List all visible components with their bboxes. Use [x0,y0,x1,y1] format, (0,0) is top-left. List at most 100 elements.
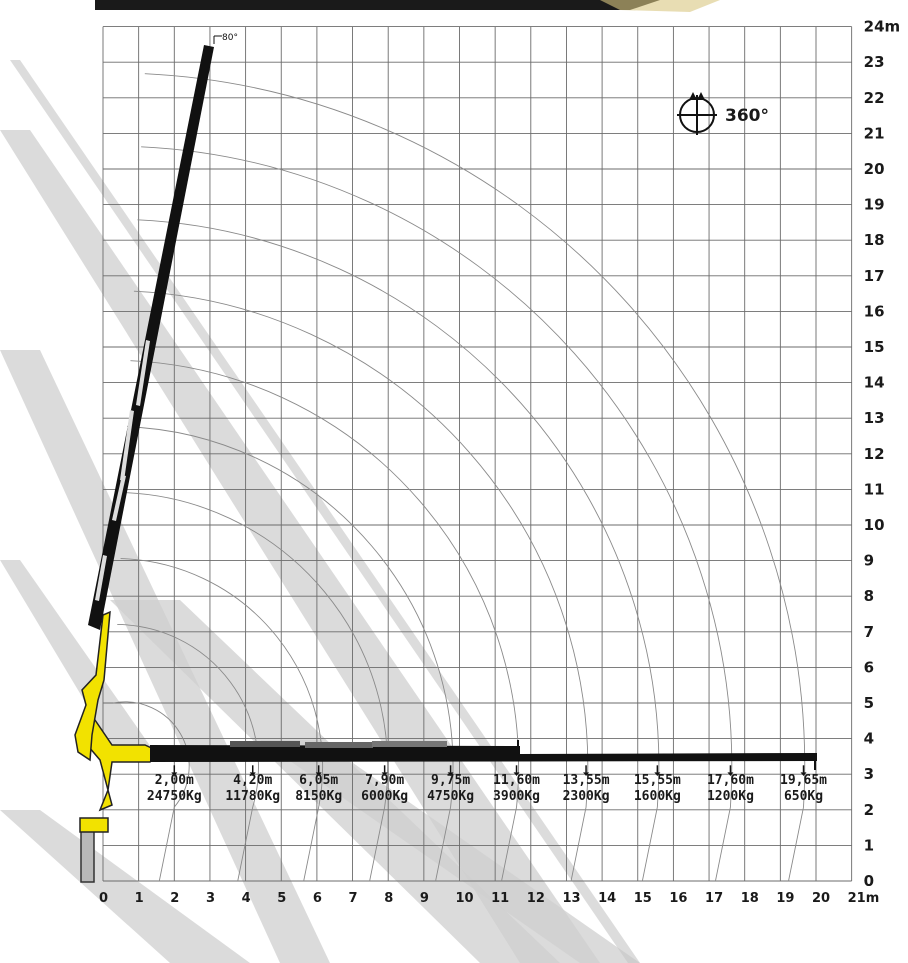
y-tick-label: 20 [864,160,885,178]
y-tick-label: 12 [864,445,885,463]
load-marker-arrow [171,772,178,776]
rotation-360-icon [677,92,717,135]
x-tick-label: 8 [384,891,393,906]
load-reach-label: 9,75m [431,773,470,788]
y-tick-label: 14 [864,374,885,392]
y-tick-label: 7 [864,623,874,641]
x-tick-label: 17 [705,891,723,906]
background-band [260,740,640,963]
reach-arc [133,290,589,882]
crane-column [80,825,95,883]
y-axis: 0123456789101112131415161718192021222324… [864,18,901,890]
x-tick-label: 16 [669,891,687,906]
grid [102,26,853,882]
y-tick-label: 3 [864,765,874,783]
y-tick-label: 24m [864,18,901,36]
load-reach-label: 7,90m [365,773,404,788]
load-capacity-label: 650Kg [784,789,823,804]
x-tick-label: 1 [135,891,144,906]
load-marker-arrow [315,772,322,776]
load-marker-arrow [800,772,807,776]
header-stripe [95,0,720,12]
load-capacity-label: 4750Kg [427,789,474,804]
load-reach-label: 19,65m [780,773,827,788]
reach-arc [141,146,733,882]
reach-arc [130,360,519,882]
y-tick-label: 1 [864,836,874,854]
load-marker-arrow [447,772,454,776]
y-tick-label: 23 [864,53,885,71]
x-axis: 0 1 2 3 4 5 6 7 8 9 10 11 12 13 14 15 16 17 18 19 20 21m [99,891,879,906]
load-reach-label: 11,60m [493,773,540,788]
x-tick-label: 10 [456,891,474,906]
background-band [0,560,160,760]
load-marker-arrow [513,772,520,776]
reach-arc [144,73,806,882]
load-capacity-label: 24750Kg [147,789,202,804]
load-capacity-label: 2300Kg [563,789,610,804]
reach-arc [127,426,454,882]
y-tick-label: 21 [864,124,885,142]
load-marker-arrow [654,772,661,776]
load-marker-arrow [583,772,590,776]
x-tick-label: 21m [848,891,880,906]
load-reach-label: 2,00m [155,773,194,788]
y-tick-label: 16 [864,302,885,320]
y-tick-label: 22 [864,89,885,107]
crane-base [79,817,109,833]
crane-knuckle-arm [82,718,162,812]
y-tick-label: 15 [864,338,885,356]
y-tick-label: 4 [864,730,874,748]
reach-arc [137,219,660,882]
rotation-label: 360° [725,106,769,126]
boom-angle-label: 80° [222,33,238,43]
x-tick-label: 7 [349,891,358,906]
background-band [10,60,640,963]
x-tick-label: 19 [776,891,794,906]
x-tick-label: 5 [277,891,286,906]
x-tick-label: 14 [598,891,616,906]
y-tick-label: 13 [864,409,885,427]
reach-arcs [113,73,806,882]
load-reach-label: 15,55m [634,773,681,788]
x-tick-label: 4 [242,891,251,906]
reach-arc [113,701,190,882]
x-tick-label: 0 [99,891,108,906]
load-capacity-label: 1200Kg [707,789,754,804]
load-capacity-label: 11780Kg [225,789,280,804]
y-tick-label: 17 [864,267,885,285]
load-marker-arrow [727,772,734,776]
y-tick-label: 10 [864,516,885,534]
crane-boom-vertical [88,45,214,630]
x-tick-label: 13 [562,891,580,906]
load-capacity-label: 8150Kg [295,789,342,804]
x-tick-label: 6 [313,891,322,906]
load-marker-arrow [249,772,256,776]
load-reach-label: 17,60m [707,773,754,788]
load-capacity-label: 6000Kg [361,789,408,804]
load-reach-label: 6,05m [299,773,338,788]
y-tick-label: 5 [864,694,874,712]
load-capacity-label: 3900Kg [493,789,540,804]
y-tick-label: 0 [864,872,874,890]
reach-arc [117,624,259,882]
y-tick-label: 2 [864,801,874,819]
load-capacity-label: 1600Kg [634,789,681,804]
crane-boom-horizontal [150,745,817,762]
crane-inner-boom [74,610,111,762]
x-tick-label: 9 [420,891,429,906]
x-tick-label: 20 [812,891,830,906]
y-tick-label: 18 [864,231,885,249]
y-tick-label: 8 [864,587,874,605]
x-tick-label: 3 [206,891,215,906]
y-tick-label: 9 [864,552,874,570]
load-marker-arrow [381,772,388,776]
x-tick-label: 18 [741,891,759,906]
y-tick-label: 19 [864,196,885,214]
y-tick-label: 6 [864,658,874,676]
x-tick-label: 11 [491,891,509,906]
load-reach-label: 13,55m [563,773,610,788]
x-tick-label: 15 [634,891,652,906]
